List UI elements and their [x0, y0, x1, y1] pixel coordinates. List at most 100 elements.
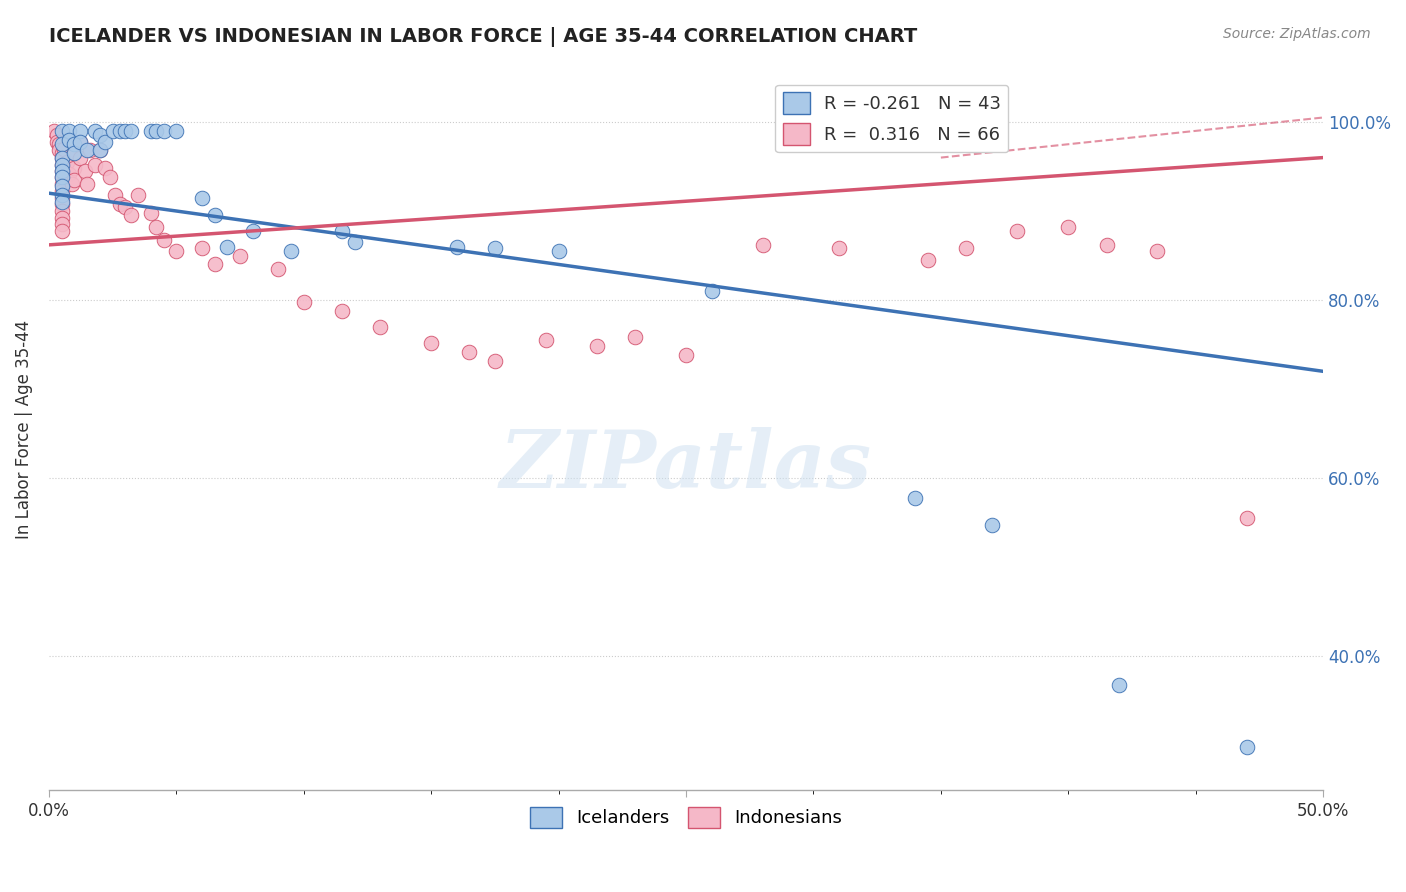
Point	[534, 333, 557, 347]
Point	[69, 135, 91, 149]
Point	[45, 128, 67, 143]
Point	[458, 344, 481, 359]
Point	[152, 124, 174, 138]
Point	[420, 335, 443, 350]
Point	[586, 339, 609, 353]
Point	[69, 135, 91, 149]
Point	[624, 330, 647, 344]
Point	[120, 124, 142, 138]
Point	[51, 158, 73, 172]
Point	[45, 135, 67, 149]
Point	[63, 161, 86, 176]
Point	[152, 233, 174, 247]
Point	[280, 244, 302, 258]
Point	[51, 197, 73, 211]
Point	[51, 170, 73, 185]
Point	[204, 209, 226, 223]
Point	[42, 124, 65, 138]
Point	[63, 137, 86, 152]
Point	[267, 261, 290, 276]
Point	[58, 133, 80, 147]
Point	[343, 235, 366, 250]
Point	[204, 257, 226, 271]
Point	[368, 319, 391, 334]
Point	[191, 191, 214, 205]
Point	[1108, 678, 1130, 692]
Point	[484, 353, 506, 368]
Point	[48, 144, 70, 158]
Point	[484, 242, 506, 256]
Point	[51, 218, 73, 232]
Point	[76, 144, 98, 158]
Point	[955, 242, 977, 256]
Point	[51, 124, 73, 138]
Point	[83, 158, 105, 172]
Point	[51, 146, 73, 161]
Point	[1236, 511, 1258, 525]
Point	[53, 142, 76, 156]
Text: ICELANDER VS INDONESIAN IN LABOR FORCE | AGE 35-44 CORRELATION CHART: ICELANDER VS INDONESIAN IN LABOR FORCE |…	[49, 27, 918, 46]
Point	[51, 179, 73, 194]
Point	[127, 188, 149, 202]
Point	[51, 151, 73, 165]
Point	[63, 146, 86, 161]
Point	[1095, 238, 1118, 252]
Point	[191, 242, 214, 256]
Point	[446, 240, 468, 254]
Point	[51, 188, 73, 202]
Point	[48, 137, 70, 152]
Point	[51, 164, 73, 178]
Point	[904, 491, 927, 505]
Point	[145, 220, 167, 235]
Point	[51, 191, 73, 205]
Point	[51, 137, 73, 152]
Point	[51, 170, 73, 185]
Point	[242, 224, 264, 238]
Point	[700, 284, 723, 298]
Point	[51, 195, 73, 210]
Point	[51, 185, 73, 199]
Point	[51, 204, 73, 219]
Point	[139, 206, 162, 220]
Point	[917, 252, 939, 267]
Point	[165, 244, 187, 258]
Point	[675, 348, 697, 362]
Point	[330, 224, 353, 238]
Point	[1236, 740, 1258, 755]
Point	[69, 151, 91, 165]
Text: Source: ZipAtlas.com: Source: ZipAtlas.com	[1223, 27, 1371, 41]
Point	[89, 128, 111, 143]
Point	[58, 124, 80, 138]
Point	[1146, 244, 1168, 258]
Point	[330, 303, 353, 318]
Point	[165, 124, 187, 138]
Text: ZIPatlas: ZIPatlas	[501, 426, 872, 504]
Point	[56, 155, 79, 169]
Point	[51, 151, 73, 165]
Point	[69, 124, 91, 138]
Point	[60, 178, 83, 192]
Point	[89, 144, 111, 158]
Point	[292, 294, 315, 309]
Y-axis label: In Labor Force | Age 35-44: In Labor Force | Age 35-44	[15, 319, 32, 539]
Point	[58, 167, 80, 181]
Point	[104, 188, 127, 202]
Point	[73, 164, 96, 178]
Point	[51, 164, 73, 178]
Point	[51, 211, 73, 226]
Point	[120, 209, 142, 223]
Point	[114, 200, 136, 214]
Point	[1057, 220, 1080, 235]
Point	[139, 124, 162, 138]
Point	[98, 170, 121, 185]
Point	[51, 224, 73, 238]
Point	[94, 161, 117, 176]
Point	[217, 240, 239, 254]
Point	[110, 124, 132, 138]
Point	[79, 144, 101, 158]
Point	[94, 135, 117, 149]
Point	[76, 178, 98, 192]
Point	[110, 197, 132, 211]
Point	[145, 124, 167, 138]
Point	[63, 173, 86, 187]
